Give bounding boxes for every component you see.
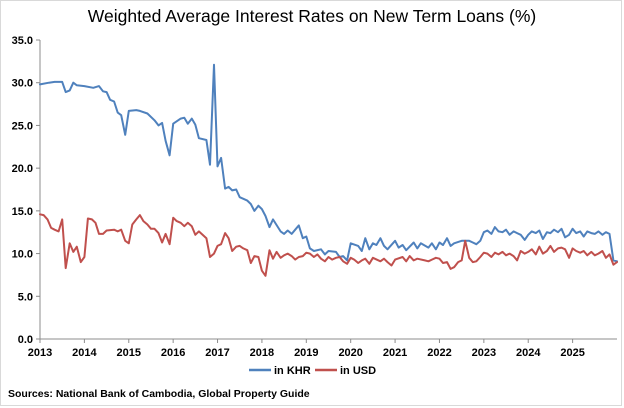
- x-tick-label: 2024: [516, 347, 541, 359]
- source-note: Sources: National Bank of Cambodia, Glob…: [8, 388, 310, 400]
- y-tick-label: 25.0: [12, 120, 33, 132]
- series-line-khr: [40, 65, 617, 261]
- x-tick-label: 2017: [205, 347, 229, 359]
- x-tick-label: 2020: [338, 347, 362, 359]
- x-tick-label: 2025: [560, 347, 584, 359]
- legend-label-khr: in KHR: [274, 365, 311, 377]
- y-tick-label: 5.0: [18, 291, 33, 303]
- y-tick-label: 0.0: [18, 334, 33, 346]
- y-tick-label: 20.0: [12, 163, 33, 175]
- y-tick-label: 15.0: [12, 206, 33, 218]
- legend-label-usd: in USD: [340, 365, 376, 377]
- y-tick-label: 35.0: [12, 35, 33, 47]
- x-tick-label: 2023: [472, 347, 496, 359]
- x-tick-label: 2015: [117, 347, 141, 359]
- x-tick-label: 2014: [72, 347, 97, 359]
- line-chart: 0.0 5.0 10.0 15.0 20.0 25.0 30.0 35.0 2013 2014 20…: [0, 0, 624, 380]
- series-line-usd: [40, 214, 617, 275]
- x-tick-label: 2019: [294, 347, 318, 359]
- y-tick-label: 10.0: [12, 249, 33, 261]
- y-tick-label: 30.0: [12, 78, 33, 90]
- x-tick-label: 2018: [250, 347, 274, 359]
- x-tick-label: 2022: [427, 347, 451, 359]
- x-tick-label: 2016: [161, 347, 185, 359]
- x-tick-label: 2013: [28, 347, 52, 359]
- x-tick-label: 2021: [383, 347, 407, 359]
